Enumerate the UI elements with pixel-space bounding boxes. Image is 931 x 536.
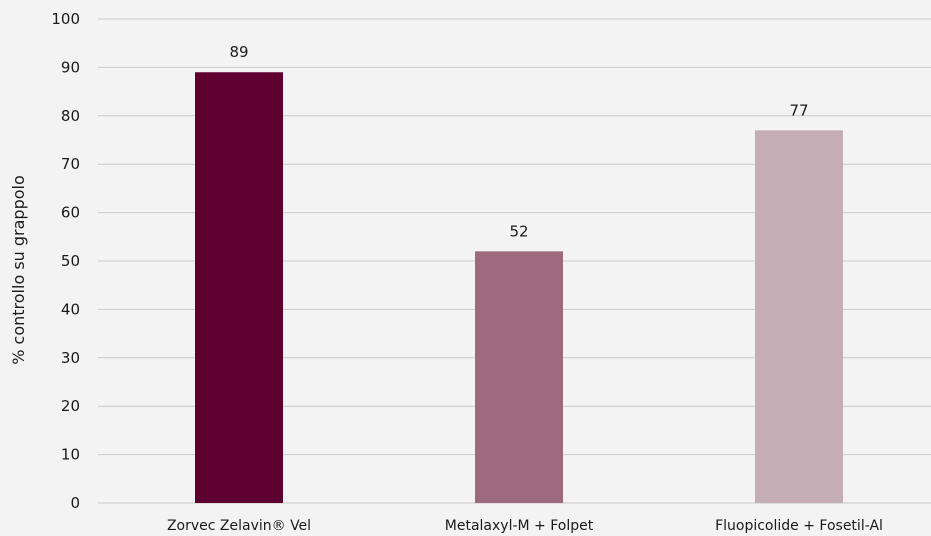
data-label: 77 [789,101,808,119]
x-category-label: Metalaxyl-M + Folpet [445,518,594,534]
y-tick-label: 0 [70,494,80,512]
bar-1 [195,72,283,504]
y-axis-ticks: 0 10 20 30 40 50 60 70 80 90 100 [51,10,80,512]
x-axis-categories: Zorvec Zelavin® Vel Metalaxyl-M + Folpet F… [167,518,883,534]
x-category-label: Zorvec Zelavin® Vel [167,518,311,534]
y-axis-title: % controllo su grappolo [9,175,28,365]
x-category-label: Fluopicolide + Fosetil-Al [715,518,883,534]
y-tick-label: 10 [61,446,80,464]
y-tick-label: 100 [51,10,80,28]
data-label: 52 [509,222,528,240]
data-labels: 89 52 77 [229,43,808,240]
y-tick-label: 60 [61,204,80,222]
y-tick-label: 80 [61,107,80,125]
y-tick-label: 40 [61,300,80,318]
data-label: 89 [229,43,248,61]
bar-3 [755,130,843,503]
y-tick-label: 50 [61,252,80,270]
y-tick-label: 90 [61,58,80,76]
bar-2 [475,251,563,503]
y-tick-label: 30 [61,349,80,367]
y-tick-label: 20 [61,397,80,415]
bars [195,72,843,504]
y-tick-label: 70 [61,155,80,173]
